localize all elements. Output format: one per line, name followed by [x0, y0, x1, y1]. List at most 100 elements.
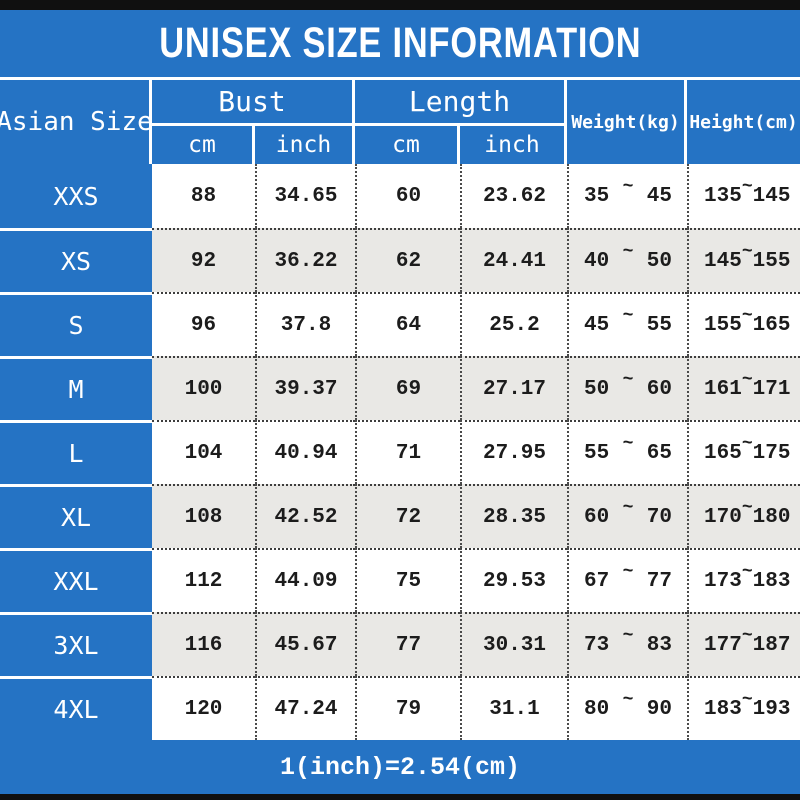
height-range-cell: 183 ~193: [687, 676, 800, 740]
range-min: 55: [584, 441, 610, 465]
bust-cm-cell: 100: [152, 356, 255, 420]
range-tilde: ~: [622, 242, 634, 262]
bust-cm-cell: 116: [152, 612, 255, 676]
range-min: 173: [704, 569, 742, 593]
range-max: 165: [752, 313, 791, 337]
bust-cm-cell: 108: [152, 484, 255, 548]
range-tilde: ~: [741, 498, 753, 518]
range-tilde: ~: [622, 434, 634, 454]
conversion-note: 1(inch)=2.54(cm): [279, 752, 521, 782]
size-cell: XL: [0, 484, 152, 548]
range-max: 65: [646, 441, 672, 465]
weight-range-cell: 73 ~83: [567, 612, 687, 676]
bottom-border-bar: [0, 794, 800, 800]
range-tilde: ~: [622, 498, 634, 518]
length-cm-cell: 60: [355, 164, 460, 228]
range-max: 90: [646, 697, 672, 721]
bust-cm-cell: 120: [152, 676, 255, 740]
range-min: 35: [584, 184, 610, 208]
range-tilde: ~: [622, 690, 634, 710]
weight-range-cell: 80 ~90: [567, 676, 687, 740]
bust-inch-cell: 34.65: [255, 164, 355, 228]
range-min: 67: [584, 569, 610, 593]
range-min: 161: [704, 377, 742, 401]
range-min: 177: [704, 633, 742, 657]
range-min: 80: [584, 697, 610, 721]
range-tilde: ~: [622, 562, 634, 582]
range-max: 183: [752, 569, 791, 593]
weight-range-cell: 50 ~60: [567, 356, 687, 420]
bust-inch-cell: 36.22: [255, 228, 355, 292]
length-inch-cell: 25.2: [460, 292, 567, 356]
height-range-cell: 161 ~171: [687, 356, 800, 420]
table-body: XXS 88 34.65 60 23.62 35 ~45 135 ~145 XS 92 36.22 62…: [0, 164, 800, 740]
header-asian-size: Asian Size: [0, 80, 152, 164]
size-cell: 4XL: [0, 676, 152, 740]
range-max: 50: [646, 249, 672, 273]
range-min: 40: [584, 249, 610, 273]
header-length: Length: [355, 80, 567, 126]
bust-inch-cell: 39.37: [255, 356, 355, 420]
range-tilde: ~: [741, 242, 753, 262]
height-range-cell: 155 ~165: [687, 292, 800, 356]
range-min: 135: [704, 184, 742, 208]
table-row: S 96 37.8 64 25.2 45 ~55 155 ~165: [0, 292, 800, 356]
range-max: 145: [752, 184, 791, 208]
range-tilde: ~: [741, 177, 753, 197]
bust-inch-cell: 42.52: [255, 484, 355, 548]
size-cell: 3XL: [0, 612, 152, 676]
range-max: 77: [646, 569, 672, 593]
size-cell: XXL: [0, 548, 152, 612]
table-header: Asian Size Bust Length Weight(kg) Height…: [0, 80, 800, 164]
height-range-cell: 135 ~145: [687, 164, 800, 228]
range-tilde: ~: [741, 690, 753, 710]
size-cell: S: [0, 292, 152, 356]
bust-inch-cell: 37.8: [255, 292, 355, 356]
range-tilde: ~: [741, 562, 753, 582]
header-bust-cm: cm: [152, 126, 255, 164]
range-min: 60: [584, 505, 610, 529]
range-min: 170: [704, 505, 742, 529]
length-cm-cell: 75: [355, 548, 460, 612]
range-tilde: ~: [741, 306, 753, 326]
bust-inch-cell: 47.24: [255, 676, 355, 740]
range-max: 55: [646, 313, 672, 337]
table-row: XXL 112 44.09 75 29.53 67 ~77 173 ~183: [0, 548, 800, 612]
weight-range-cell: 55 ~65: [567, 420, 687, 484]
length-inch-cell: 23.62: [460, 164, 567, 228]
header-bust-inch: inch: [255, 126, 355, 164]
bust-inch-cell: 44.09: [255, 548, 355, 612]
table-row: XL 108 42.52 72 28.35 60 ~70 170 ~180: [0, 484, 800, 548]
weight-range-cell: 45 ~55: [567, 292, 687, 356]
height-range-cell: 170 ~180: [687, 484, 800, 548]
height-range-cell: 173 ~183: [687, 548, 800, 612]
title-banner: UNISEX SIZE INFORMATION: [0, 10, 800, 80]
height-range-cell: 165 ~175: [687, 420, 800, 484]
size-cell: L: [0, 420, 152, 484]
table-row: XXS 88 34.65 60 23.62 35 ~45 135 ~145: [0, 164, 800, 228]
table-row: L 104 40.94 71 27.95 55 ~65 165 ~175: [0, 420, 800, 484]
range-max: 187: [752, 633, 791, 657]
size-cell: XXS: [0, 164, 152, 228]
table-row: XS 92 36.22 62 24.41 40 ~50 145 ~155: [0, 228, 800, 292]
length-cm-cell: 72: [355, 484, 460, 548]
bust-cm-cell: 96: [152, 292, 255, 356]
range-tilde: ~: [741, 626, 753, 646]
range-min: 155: [704, 313, 742, 337]
range-max: 70: [646, 505, 672, 529]
range-tilde: ~: [741, 434, 753, 454]
range-max: 155: [752, 249, 791, 273]
size-cell: M: [0, 356, 152, 420]
range-min: 165: [704, 441, 742, 465]
length-cm-cell: 79: [355, 676, 460, 740]
length-cm-cell: 77: [355, 612, 460, 676]
length-inch-cell: 31.1: [460, 676, 567, 740]
range-max: 180: [752, 505, 791, 529]
length-inch-cell: 27.17: [460, 356, 567, 420]
length-inch-cell: 28.35: [460, 484, 567, 548]
height-range-cell: 177 ~187: [687, 612, 800, 676]
length-inch-cell: 29.53: [460, 548, 567, 612]
height-range-cell: 145 ~155: [687, 228, 800, 292]
range-min: 183: [704, 697, 742, 721]
